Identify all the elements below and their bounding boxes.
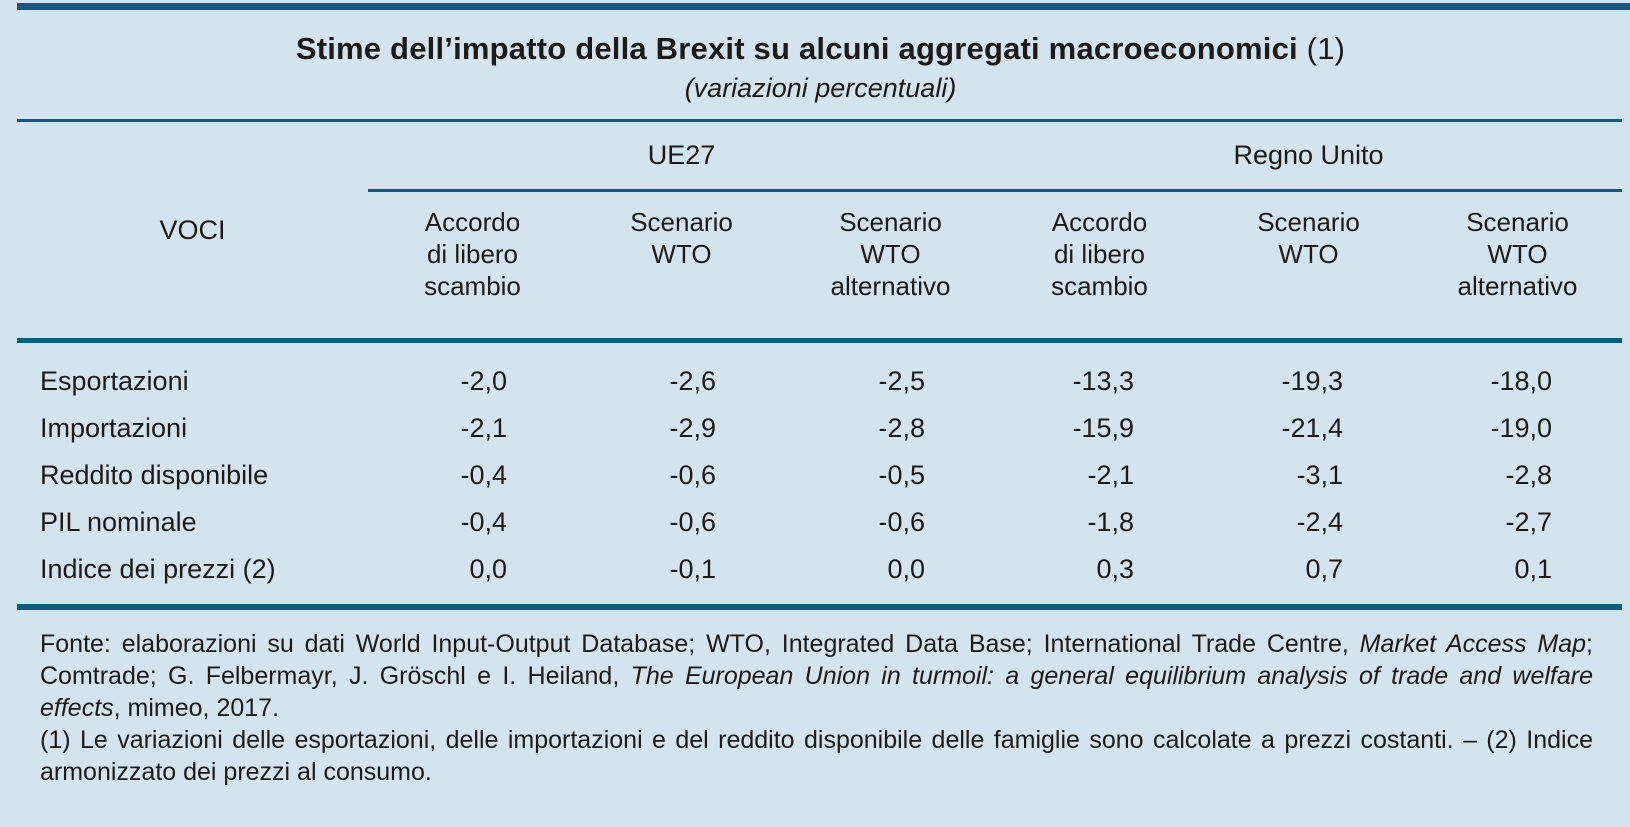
value-cell: 0,3	[995, 546, 1204, 610]
value-cell: -19,3	[1281, 366, 1343, 396]
value-cell: -0,4	[460, 460, 507, 490]
value-cell: -2,8	[878, 413, 925, 443]
page-title-text: Stime dell’impatto della Brexit su alcun…	[295, 31, 1298, 66]
value-cell: -0,4	[460, 507, 507, 537]
value-cell: -18,0	[1490, 366, 1553, 396]
column-header: Accordo di libero scambio	[995, 190, 1204, 343]
column-header: Scenario WTO	[577, 190, 786, 343]
value-cell: -2,6	[669, 366, 716, 396]
value-cell: -2,5	[878, 366, 925, 396]
table-row: Esportazioni -2,0 -2,6 -2,5 -13,3 -19,3 …	[17, 341, 1622, 406]
table-row: PIL nominale -0,4 -0,6 -0,6 -1,8 -2,4 -2…	[17, 499, 1622, 546]
value-cell: -2,8	[1505, 460, 1553, 490]
value-cell: -2,0	[460, 366, 507, 396]
table-row: Indice dei prezzi (2) 0,0 -0,1 0,0 0,3 0…	[17, 546, 1623, 610]
row-label: Indice dei prezzi (2)	[17, 546, 368, 610]
row-label: Importazioni	[40, 413, 188, 443]
table-footnotes: Fonte: elaborazioni su dati World Input-…	[40, 628, 1593, 788]
group-header-ue27: UE27	[368, 120, 995, 192]
value-cell: -0,5	[878, 460, 925, 490]
top-rule	[17, 3, 1630, 10]
row-label: PIL nominale	[40, 507, 197, 537]
table-header: Stime dell’impatto della Brexit su alcun…	[17, 10, 1624, 104]
column-header: Accordo di libero scambio	[368, 190, 577, 343]
notes: (1) Le variazioni delle esportazioni, de…	[40, 726, 1593, 786]
column-header: Scenario WTO	[1204, 190, 1413, 343]
value-cell: -21,4	[1281, 413, 1343, 443]
column-header-row: Accordo di libero scambio Scenario WTO S…	[17, 190, 1623, 343]
table-row: Importazioni -2,1 -2,9 -2,8 -15,9 -21,4 …	[17, 405, 1622, 452]
value-cell: -1,8	[1087, 507, 1134, 537]
row-label: Reddito disponibile	[40, 460, 269, 490]
row-header-label: VOCI	[17, 120, 368, 343]
document-page: { "page": { "background_color": "#d3e4ee…	[0, 3, 1630, 827]
page-title: Stime dell’impatto della Brexit su alcun…	[17, 31, 1624, 67]
column-header: Scenario WTO alternativo	[786, 190, 995, 343]
value-cell: 0,0	[368, 546, 577, 610]
value-cell: -2,1	[1087, 460, 1134, 490]
value-cell: 0,7	[1204, 546, 1413, 610]
group-header-regno-unito: Regno Unito	[995, 120, 1623, 192]
title-footnote-ref: (1)	[1297, 31, 1346, 66]
row-label: Esportazioni	[40, 366, 189, 396]
value-cell: -0,6	[878, 507, 925, 537]
value-cell: 0,0	[786, 546, 995, 610]
value-cell: -2,9	[669, 413, 716, 443]
value-cell: -19,0	[1490, 413, 1553, 443]
column-header: Scenario WTO alternativo	[1413, 190, 1623, 343]
group-header-row: VOCI UE27 Regno Unito	[17, 120, 1623, 343]
value-cell: -0,6	[669, 507, 716, 537]
table-row: Reddito disponibile -0,4 -0,6 -0,5 -2,1 …	[17, 452, 1622, 499]
source-note: Fonte: elaborazioni su dati World Input-…	[40, 630, 1594, 722]
value-cell: -0,1	[577, 546, 786, 610]
value-cell: -2,1	[460, 413, 507, 443]
value-cell: -15,9	[1072, 413, 1134, 443]
value-cell: -13,3	[1072, 366, 1134, 396]
page-subtitle: (variazioni percentuali)	[684, 73, 957, 103]
data-table: VOCI UE27 Regno Unito Accordo di libero …	[17, 119, 1623, 610]
value-cell: -3,1	[1296, 460, 1343, 490]
value-cell: 0,1	[1413, 546, 1623, 610]
value-cell: -0,6	[669, 460, 716, 490]
value-cell: -2,4	[1296, 507, 1343, 537]
value-cell: -2,7	[1505, 507, 1553, 537]
